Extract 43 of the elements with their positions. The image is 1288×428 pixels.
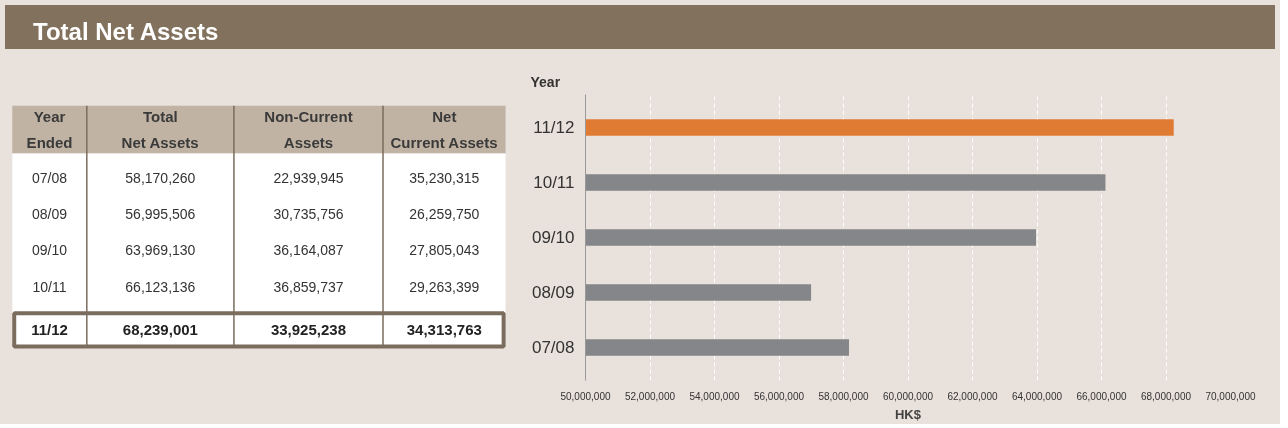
text: 30,735,756	[273, 206, 344, 223]
y-axis-title: Year	[530, 73, 561, 90]
text: Non-Current Assets	[264, 108, 353, 151]
text: 22,939,945	[273, 169, 344, 186]
text: 11/12	[31, 321, 68, 339]
x-tick-label: 56,000,000	[753, 390, 805, 402]
text: 56,995,506	[125, 206, 196, 223]
text: 10/11	[32, 278, 67, 295]
x-tick-label: 58,000,000	[818, 390, 869, 402]
text: 33,925,238	[270, 320, 346, 338]
text: 26,259,750	[409, 206, 480, 223]
text: 68,239,001	[122, 320, 198, 338]
text: Total Net Assets	[121, 108, 199, 151]
x-axis-title: HK$	[895, 406, 922, 422]
x-tick-label: 70,000,000	[1205, 390, 1256, 402]
text: 07/08	[32, 169, 68, 186]
x-tick-label: 52,000,000	[624, 390, 676, 402]
y-tick-label: 07/08	[531, 338, 575, 357]
text: 36,859,737	[273, 278, 344, 295]
text: Year Ended	[26, 108, 73, 151]
x-tick-label: 62,000,000	[947, 390, 998, 402]
text: 27,805,043	[409, 242, 480, 259]
y-tick-label: 11/12	[533, 118, 575, 137]
text: 63,969,130	[125, 242, 196, 259]
y-tick-label: 10/11	[533, 173, 575, 192]
text: 34,313,763	[406, 320, 482, 338]
x-tick-label: 68,000,000	[1140, 390, 1192, 402]
x-tick-label: 54,000,000	[689, 390, 740, 402]
y-tick-label: 08/09	[531, 283, 575, 302]
y-tick-label: 09/10	[531, 228, 575, 247]
text: 29,263,399	[409, 278, 480, 295]
text: 35,230,315	[409, 169, 480, 186]
text: 36,164,087	[273, 242, 344, 259]
x-tick-label: 60,000,000	[882, 390, 934, 402]
text: Total Net Assets	[33, 17, 219, 47]
x-tick-label: 64,000,000	[1011, 390, 1063, 402]
text: 66,123,136	[125, 278, 196, 295]
x-tick-label: 50,000,000	[560, 390, 611, 402]
text: 58,170,260	[125, 169, 196, 186]
text: Net Current Assets	[390, 108, 498, 151]
text: 08/09	[32, 206, 68, 223]
text: 09/10	[32, 242, 68, 259]
x-tick-label: 66,000,000	[1076, 390, 1127, 402]
